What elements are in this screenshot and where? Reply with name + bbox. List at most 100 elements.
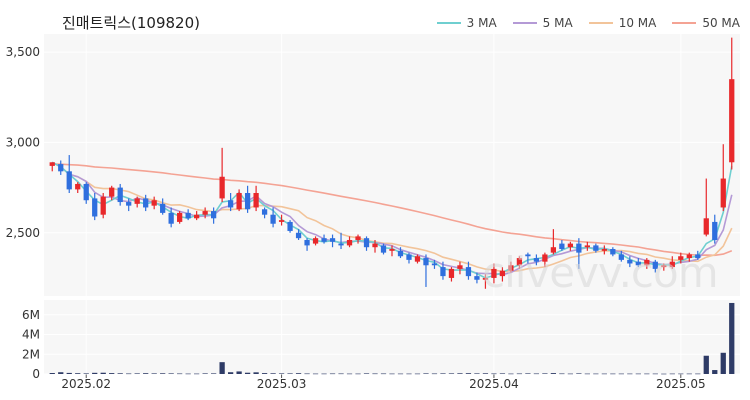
volume-bar [160, 373, 166, 374]
candle-body [287, 221, 293, 231]
volume-bar [168, 373, 174, 375]
volume-bar [185, 373, 191, 375]
volume-bar [576, 373, 582, 375]
volume-bar [270, 373, 276, 374]
volume-bar [652, 373, 658, 375]
volume-bar [448, 373, 455, 375]
candle-body [202, 211, 208, 215]
candle-body [525, 254, 531, 257]
volume-bar [729, 302, 735, 374]
volume-bar [516, 373, 523, 375]
candle-body [236, 193, 242, 210]
legend-label-ma3: 3 MA [466, 16, 497, 30]
volume-bar [695, 373, 701, 375]
volume-bar [525, 373, 531, 375]
candle-body [397, 250, 404, 257]
volume-bar [338, 373, 344, 375]
candle-body [695, 254, 701, 259]
volume-bar [712, 370, 718, 374]
candle-body [431, 263, 438, 266]
volume-bar [474, 373, 480, 375]
candle-body [550, 247, 557, 253]
candle-body [678, 256, 684, 260]
volume-bar [295, 373, 302, 374]
volume-bar [661, 373, 667, 375]
volume-bar [508, 373, 514, 375]
volume-bar [58, 372, 64, 374]
candle-body [499, 270, 506, 277]
volume-bar [669, 373, 675, 375]
candle-body [491, 268, 497, 278]
volume-bar [134, 373, 140, 375]
volume-bar [304, 373, 310, 375]
candle-body [134, 198, 140, 204]
candle-body [143, 198, 149, 208]
volume-bar [210, 373, 217, 375]
volume-bar [109, 373, 115, 374]
candle-body [160, 203, 166, 213]
legend-label-ma50: 50 MA [702, 16, 740, 30]
candle-body [100, 196, 106, 215]
candle-body [508, 265, 514, 271]
candle-body [253, 193, 259, 208]
candle-body [729, 79, 735, 163]
volume-bar [635, 373, 641, 375]
x-tick-label: 2025.03 [257, 377, 307, 391]
candle-body [440, 267, 446, 277]
volume-bar [287, 373, 293, 375]
legend-label-ma10: 10 MA [618, 16, 657, 30]
candle-body [389, 249, 395, 251]
volume-bar [482, 373, 489, 374]
volume-bar [593, 373, 599, 375]
watermark: clivevv.com [482, 248, 719, 297]
candle-body [610, 249, 616, 255]
volume-tick-label: 4M [22, 328, 40, 342]
volume-bar [100, 372, 106, 374]
candle-body [593, 245, 599, 251]
candle-body [423, 258, 429, 266]
volume-bar [499, 373, 506, 375]
legend-swatch-ma3 [436, 22, 461, 24]
candle-body [474, 276, 480, 280]
candle-body [448, 268, 455, 278]
candle-body [75, 183, 81, 190]
candle-body [185, 212, 191, 219]
candle-body [66, 171, 72, 190]
candle-body [414, 256, 421, 262]
volume-bar [686, 373, 692, 375]
candle-body [244, 193, 251, 210]
volume-bar [66, 372, 72, 374]
candle-body [627, 259, 633, 264]
legend-swatch-ma5 [512, 22, 537, 24]
volume-bar [678, 373, 684, 375]
volume-bar [627, 373, 633, 375]
candle-body [559, 243, 565, 250]
chart-legend: 3 MA 5 MA 10 MA 50 MA [436, 16, 740, 30]
volume-bar [610, 373, 616, 375]
candle-body [168, 212, 174, 224]
volume-bar [644, 373, 650, 375]
candle-body [58, 164, 64, 172]
candle-body [465, 267, 472, 277]
legend-item-ma5: 5 MA [512, 16, 573, 30]
candle-body [194, 214, 200, 219]
y-tick-label: 2,500 [6, 226, 40, 240]
candle-body [533, 258, 540, 262]
volume-tick-label: 0 [32, 367, 40, 381]
candle-body [92, 198, 98, 217]
candle-body [380, 245, 387, 253]
candle-body [329, 238, 336, 242]
candle-body [584, 245, 590, 248]
volume-tick-label: 6M [22, 308, 40, 322]
volume-bar [431, 373, 438, 375]
legend-item-ma3: 3 MA [436, 16, 497, 30]
volume-bar [126, 373, 132, 375]
candle-body [482, 277, 489, 280]
candle-body [177, 212, 183, 222]
candle-body [669, 261, 675, 268]
volume-bar [440, 373, 446, 375]
volume-bar [618, 373, 624, 375]
volume-bar [491, 373, 497, 375]
candle-body [576, 243, 582, 253]
candle-body [661, 265, 667, 268]
